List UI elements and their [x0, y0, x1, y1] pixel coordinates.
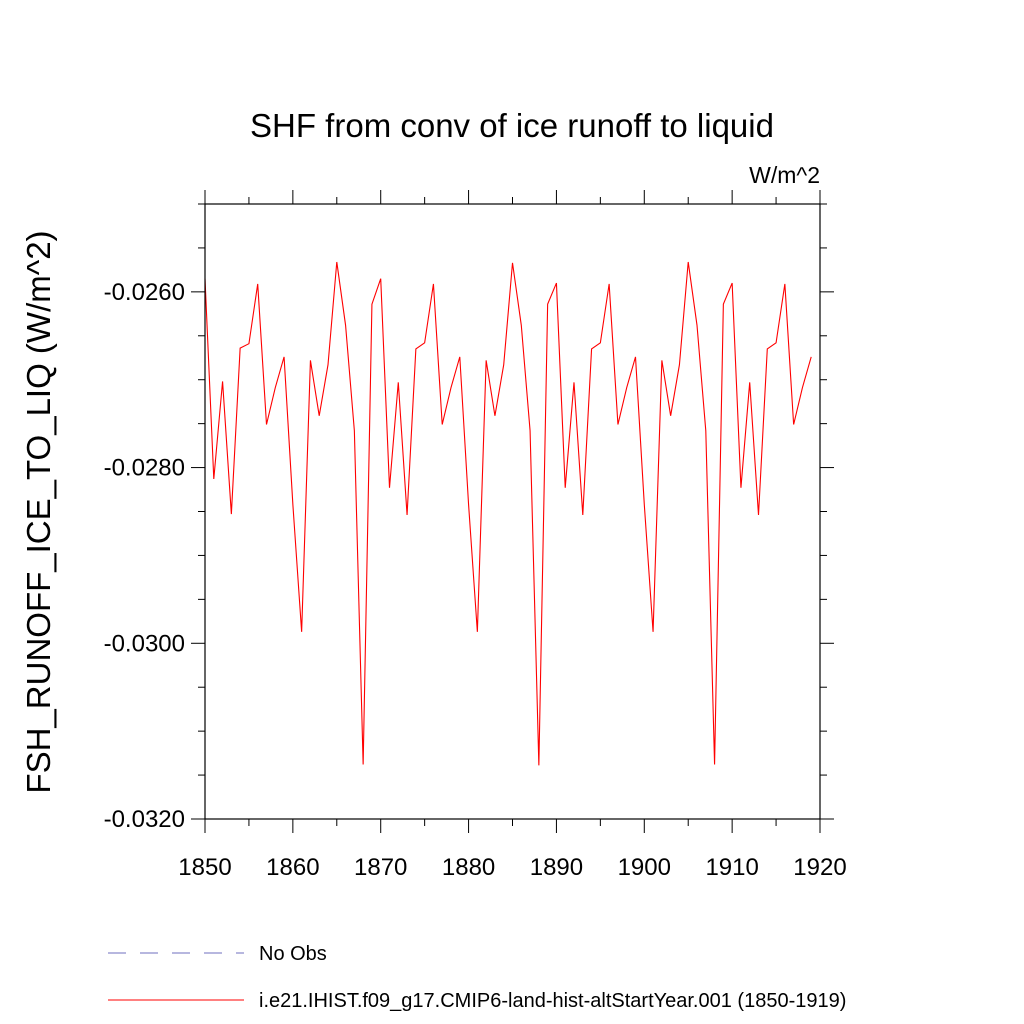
units-label: W/m^2 [749, 162, 820, 188]
legend: No Obs i.e21.IHIST.f09_g17.CMIP6-land-hi… [108, 943, 846, 1012]
x-tick-label: 1900 [618, 854, 671, 881]
x-tick-label: 1860 [266, 854, 319, 881]
y-tick-label: -0.0320 [104, 806, 185, 833]
series-line-1 [204, 261, 812, 766]
plot-frame [204, 203, 821, 820]
x-tick-labels: 1850 1860 1870 1880 1890 1900 1910 1920 [178, 854, 846, 881]
y-tick-labels: -0.0320 -0.0300 -0.0280 -0.0260 [104, 279, 185, 833]
y-axis-label: FSH_RUNOFF_ICE_TO_LIQ (W/m^2) [20, 230, 57, 793]
x-tick-label: 1850 [178, 854, 231, 881]
x-tick-label: 1910 [705, 854, 758, 881]
x-tick-label: 1890 [530, 854, 583, 881]
axis-ticks [191, 190, 834, 833]
y-tick-label: -0.0260 [104, 279, 185, 306]
x-tick-label: 1880 [442, 854, 495, 881]
y-tick-label: -0.0280 [104, 455, 185, 482]
legend-label-model-run: i.e21.IHIST.f09_g17.CMIP6-land-hist-altS… [259, 990, 846, 1012]
x-tick-label: 1870 [354, 854, 407, 881]
chart-title: SHF from conv of ice runoff to liquid [250, 107, 774, 144]
y-tick-label: -0.0300 [104, 630, 185, 657]
x-tick-label: 1920 [793, 854, 846, 881]
legend-label-no-obs: No Obs [259, 943, 327, 965]
series-lines [204, 261, 812, 766]
